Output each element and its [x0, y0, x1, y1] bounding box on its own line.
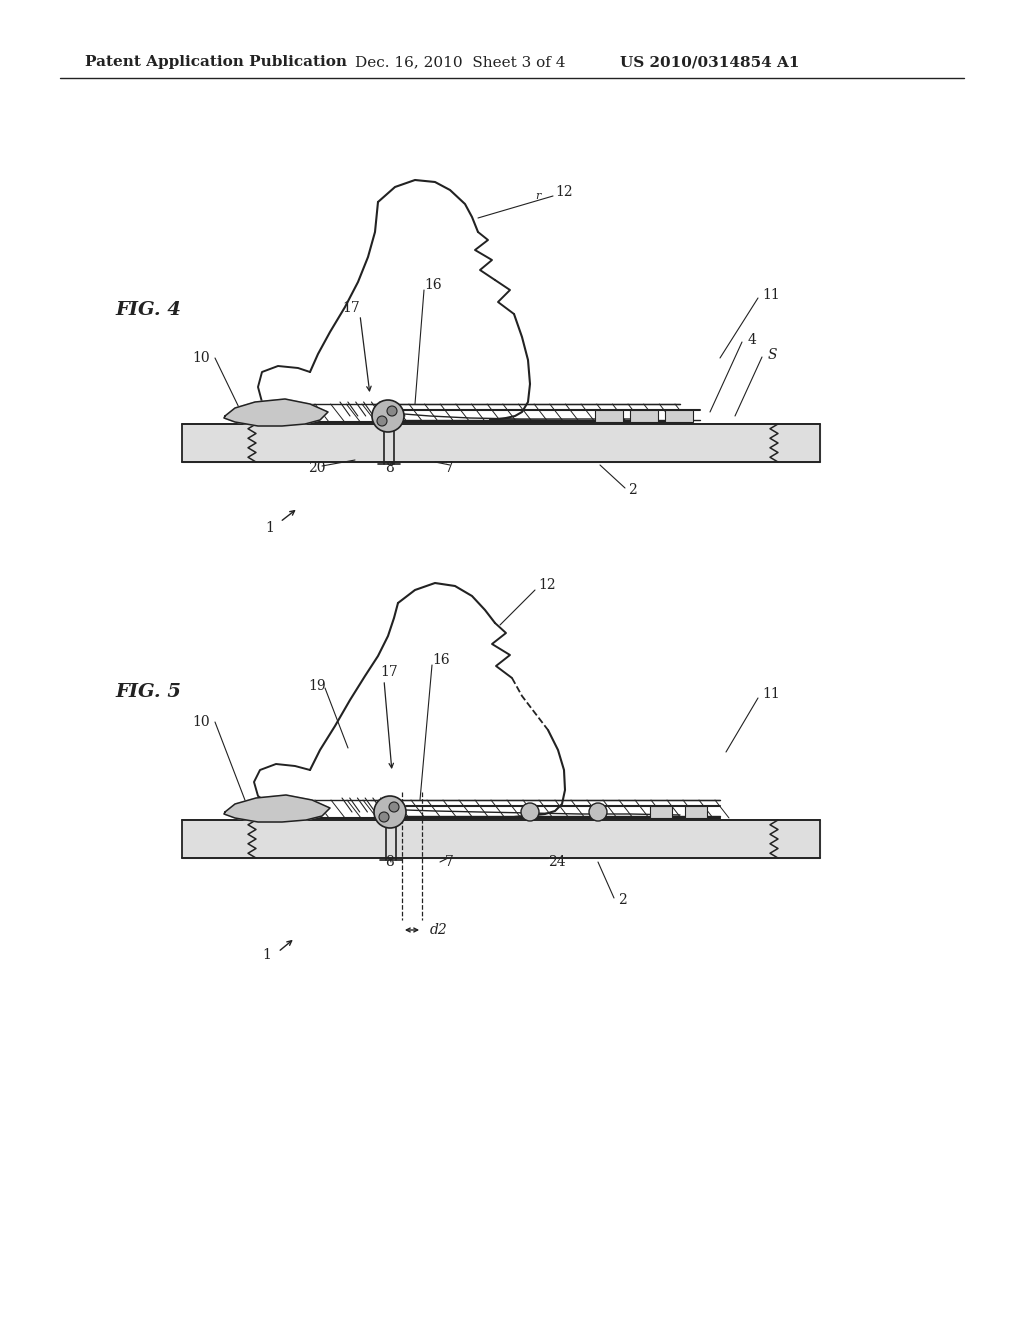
- Circle shape: [389, 803, 399, 812]
- Polygon shape: [224, 399, 328, 426]
- Polygon shape: [224, 795, 330, 822]
- Text: FIG. 5: FIG. 5: [115, 682, 181, 701]
- Circle shape: [521, 803, 539, 821]
- Circle shape: [372, 400, 404, 432]
- Text: 1: 1: [265, 521, 273, 535]
- Text: 1: 1: [262, 948, 271, 962]
- Bar: [595, 411, 623, 422]
- Text: 16: 16: [424, 279, 441, 292]
- Text: 16: 16: [432, 653, 450, 667]
- Circle shape: [374, 796, 406, 828]
- Circle shape: [387, 407, 397, 416]
- Text: 11: 11: [762, 686, 779, 701]
- Text: 17: 17: [342, 301, 359, 315]
- Text: 12: 12: [555, 185, 572, 199]
- Text: 10: 10: [193, 715, 210, 729]
- Text: 24: 24: [548, 855, 565, 869]
- Text: 4: 4: [748, 333, 757, 347]
- Bar: [650, 807, 672, 818]
- Text: 8: 8: [385, 461, 394, 475]
- Circle shape: [589, 803, 607, 821]
- Circle shape: [377, 416, 387, 426]
- Text: 17: 17: [380, 665, 397, 678]
- Text: 7: 7: [445, 855, 454, 869]
- Text: 2: 2: [628, 483, 637, 498]
- Text: d2: d2: [430, 923, 447, 937]
- Text: 10: 10: [193, 351, 210, 366]
- Text: S: S: [768, 348, 777, 362]
- Text: 19: 19: [308, 678, 326, 693]
- Bar: [685, 807, 707, 818]
- Text: US 2010/0314854 A1: US 2010/0314854 A1: [620, 55, 800, 69]
- Text: 8: 8: [385, 855, 394, 869]
- Text: 7: 7: [445, 461, 454, 475]
- Text: 12: 12: [538, 578, 556, 591]
- Text: Dec. 16, 2010  Sheet 3 of 4: Dec. 16, 2010 Sheet 3 of 4: [355, 55, 565, 69]
- Bar: [630, 411, 658, 422]
- Text: 20: 20: [308, 461, 326, 475]
- Text: FIG. 4: FIG. 4: [115, 301, 181, 319]
- Bar: [665, 411, 693, 422]
- Text: 2: 2: [618, 894, 627, 907]
- Text: r: r: [535, 191, 541, 201]
- Circle shape: [379, 812, 389, 822]
- Text: Patent Application Publication: Patent Application Publication: [85, 55, 347, 69]
- Text: 11: 11: [762, 288, 779, 302]
